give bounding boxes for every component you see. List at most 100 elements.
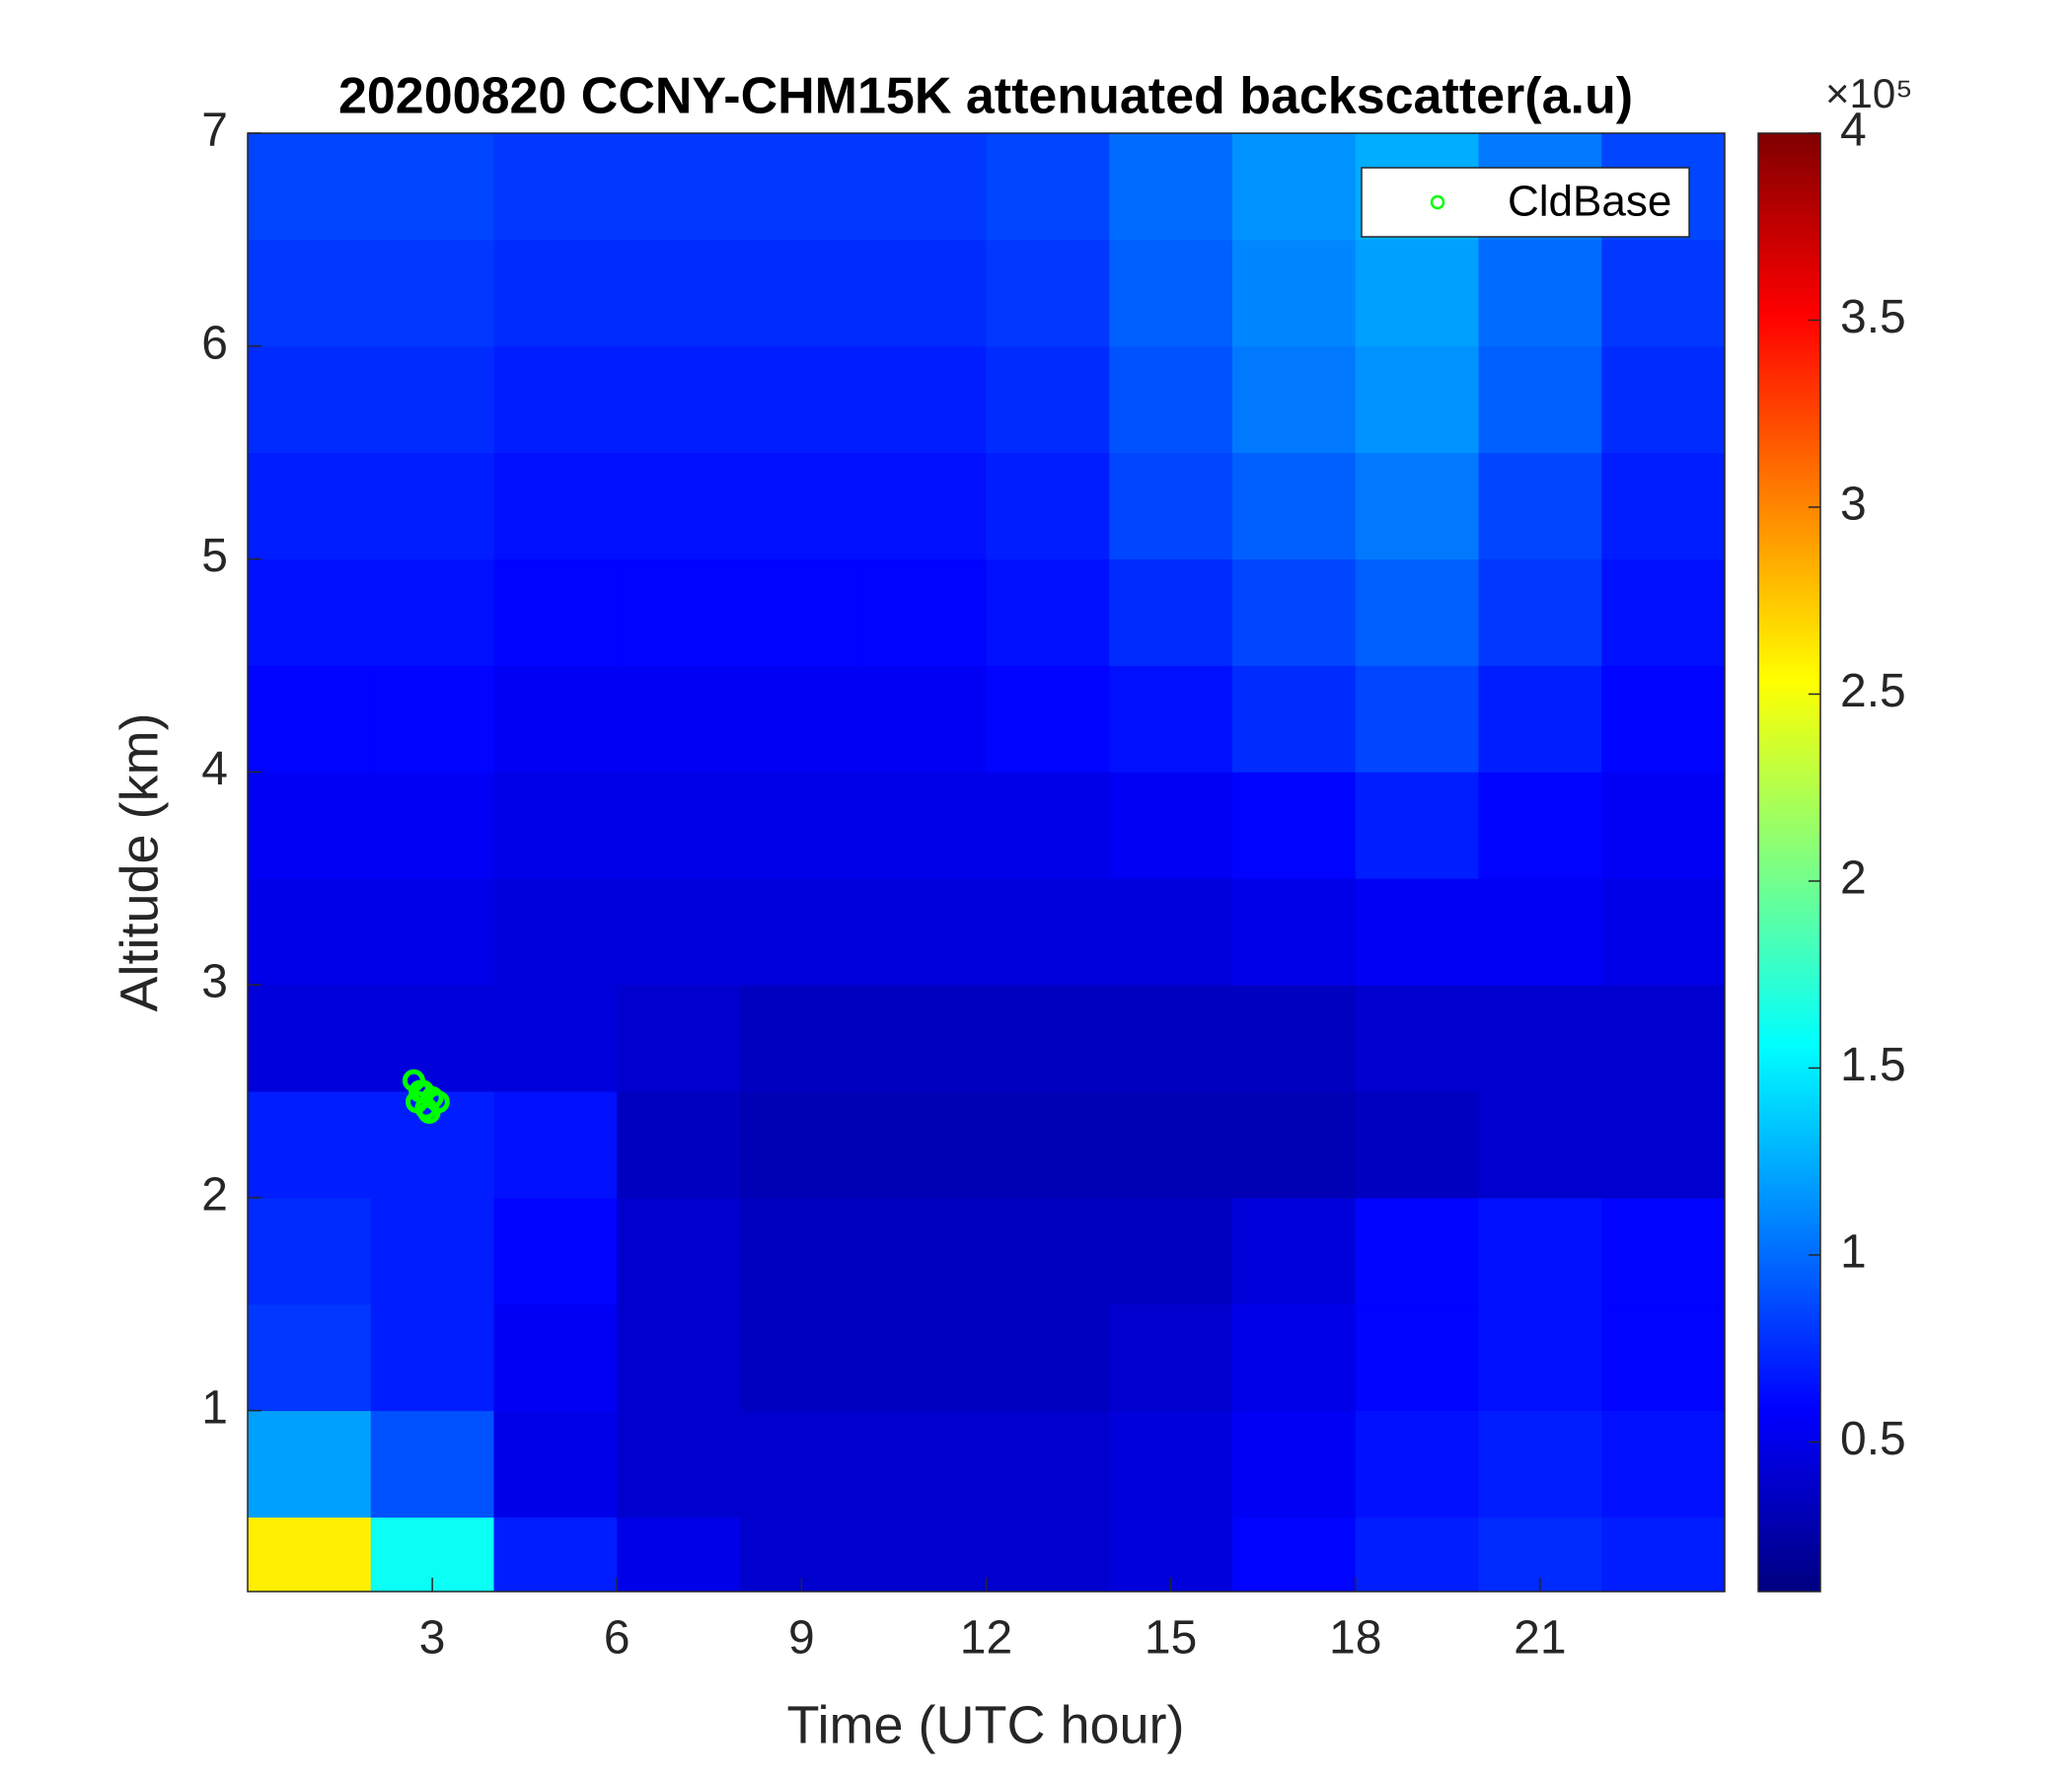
heatmap-cell xyxy=(1232,772,1357,879)
heatmap-cell xyxy=(1478,1303,1602,1412)
heatmap-cell xyxy=(1232,985,1357,1092)
colorbar-exponent: ×10⁵ xyxy=(1825,70,1913,116)
heatmap-cell xyxy=(493,239,618,347)
heatmap-cell xyxy=(740,345,864,454)
heatmap-cell xyxy=(862,1197,987,1305)
x-tick-label: 12 xyxy=(960,1612,1012,1665)
heatmap-cell xyxy=(370,239,494,347)
colorbar-tick-label: 2.5 xyxy=(1840,665,1906,717)
x-tick-label: 3 xyxy=(419,1612,446,1665)
heatmap-cell xyxy=(862,1410,987,1518)
heatmap-cell xyxy=(370,878,494,986)
heatmap-cell xyxy=(862,1090,987,1199)
heatmap-cell xyxy=(493,985,618,1092)
x-axis-label: Time (UTC hour) xyxy=(786,1695,1184,1754)
heatmap-cell xyxy=(1232,452,1357,560)
heatmap-cell xyxy=(493,665,618,773)
heatmap-cell xyxy=(1109,345,1233,454)
heatmap-cell xyxy=(986,878,1110,986)
heatmap-cell xyxy=(370,133,494,241)
heatmap-cell xyxy=(493,345,618,454)
heatmap-cell xyxy=(740,1197,864,1305)
heatmap-cell xyxy=(1355,558,1479,666)
heatmap-cell xyxy=(1109,665,1233,773)
heatmap-cell xyxy=(986,985,1110,1092)
heatmap-cell xyxy=(862,452,987,560)
heatmap-cell xyxy=(986,1197,1110,1305)
heatmap-cell xyxy=(617,1303,741,1412)
heatmap-cell xyxy=(1109,772,1233,879)
heatmap-cell xyxy=(617,1197,741,1305)
heatmap-cell xyxy=(248,133,372,241)
y-tick-label: 1 xyxy=(201,1381,228,1434)
heatmap-cell xyxy=(248,1197,372,1305)
x-tick-label: 6 xyxy=(604,1612,630,1665)
heatmap-cell xyxy=(1109,1410,1233,1518)
heatmap-cell xyxy=(1109,452,1233,560)
heatmap-cell xyxy=(1478,1197,1602,1305)
heatmap-cell xyxy=(740,239,864,347)
heatmap-cell xyxy=(493,452,618,560)
heatmap-cell xyxy=(617,1410,741,1518)
heatmap-cell xyxy=(740,1410,864,1518)
heatmap-cell xyxy=(986,345,1110,454)
heatmap-cell xyxy=(370,558,494,666)
heatmap-cell xyxy=(1232,1197,1357,1305)
heatmap-cell xyxy=(740,1303,864,1412)
heatmap-cell xyxy=(740,1090,864,1199)
heatmap-cell xyxy=(740,665,864,773)
heatmap-cell xyxy=(370,985,494,1092)
heatmap-cell xyxy=(1232,133,1357,241)
heatmap-cell xyxy=(1232,1410,1357,1518)
heatmap-cell xyxy=(1109,239,1233,347)
y-tick-label: 7 xyxy=(201,105,228,157)
heatmap-cell xyxy=(1355,1090,1479,1199)
heatmap-cell xyxy=(740,452,864,560)
heatmap-cell xyxy=(986,452,1110,560)
y-tick-label: 4 xyxy=(201,743,228,795)
heatmap-cell xyxy=(370,1197,494,1305)
heatmap-cell xyxy=(1109,558,1233,666)
heatmap-cell xyxy=(1232,345,1357,454)
colorbar-tick-label: 1.5 xyxy=(1840,1039,1906,1091)
heatmap-cell xyxy=(1109,985,1233,1092)
heatmap-cell xyxy=(370,1517,494,1592)
heatmap-cell xyxy=(248,985,372,1092)
heatmap-cell xyxy=(493,1517,618,1592)
heatmap-cell xyxy=(493,1303,618,1412)
heatmap-cell xyxy=(370,772,494,879)
heatmap-cell xyxy=(1478,239,1602,347)
colorbar-tick-label: 2 xyxy=(1840,853,1867,905)
legend-marker xyxy=(1430,194,1445,210)
heatmap-cell xyxy=(1109,878,1233,986)
heatmap-cell xyxy=(1601,1303,1725,1412)
heatmap-cell xyxy=(1232,1303,1357,1412)
heatmap-cell xyxy=(617,558,741,666)
heatmap-cell xyxy=(740,1517,864,1592)
heatmap-cell xyxy=(1601,558,1725,666)
heatmap-cell xyxy=(617,665,741,773)
heatmap-cell xyxy=(986,133,1110,241)
heatmap-cell xyxy=(1109,133,1233,241)
heatmap-cell xyxy=(1355,239,1479,347)
heatmap-cell xyxy=(493,558,618,666)
heatmap-cell xyxy=(986,239,1110,347)
y-tick-label: 3 xyxy=(201,956,228,1008)
heatmap-cell xyxy=(493,772,618,879)
heatmap-cell xyxy=(1109,1197,1233,1305)
heatmap-cell xyxy=(740,772,864,879)
heatmap-cell xyxy=(1601,239,1725,347)
heatmap-cell xyxy=(617,345,741,454)
heatmap-cell xyxy=(1601,1517,1725,1592)
heatmap-cell xyxy=(1109,1303,1233,1412)
heatmap-cell xyxy=(370,345,494,454)
heatmap-cell xyxy=(1232,1090,1357,1199)
heatmap-cell xyxy=(862,878,987,986)
heatmap-cell xyxy=(862,1517,987,1592)
heatmap-cell xyxy=(617,452,741,560)
heatmap-cell xyxy=(1601,772,1725,879)
heatmap-cell xyxy=(986,1410,1110,1518)
colorbar-tick-label: 3.5 xyxy=(1840,291,1906,343)
y-tick-label: 2 xyxy=(201,1169,228,1222)
x-tick-label: 21 xyxy=(1514,1612,1566,1665)
